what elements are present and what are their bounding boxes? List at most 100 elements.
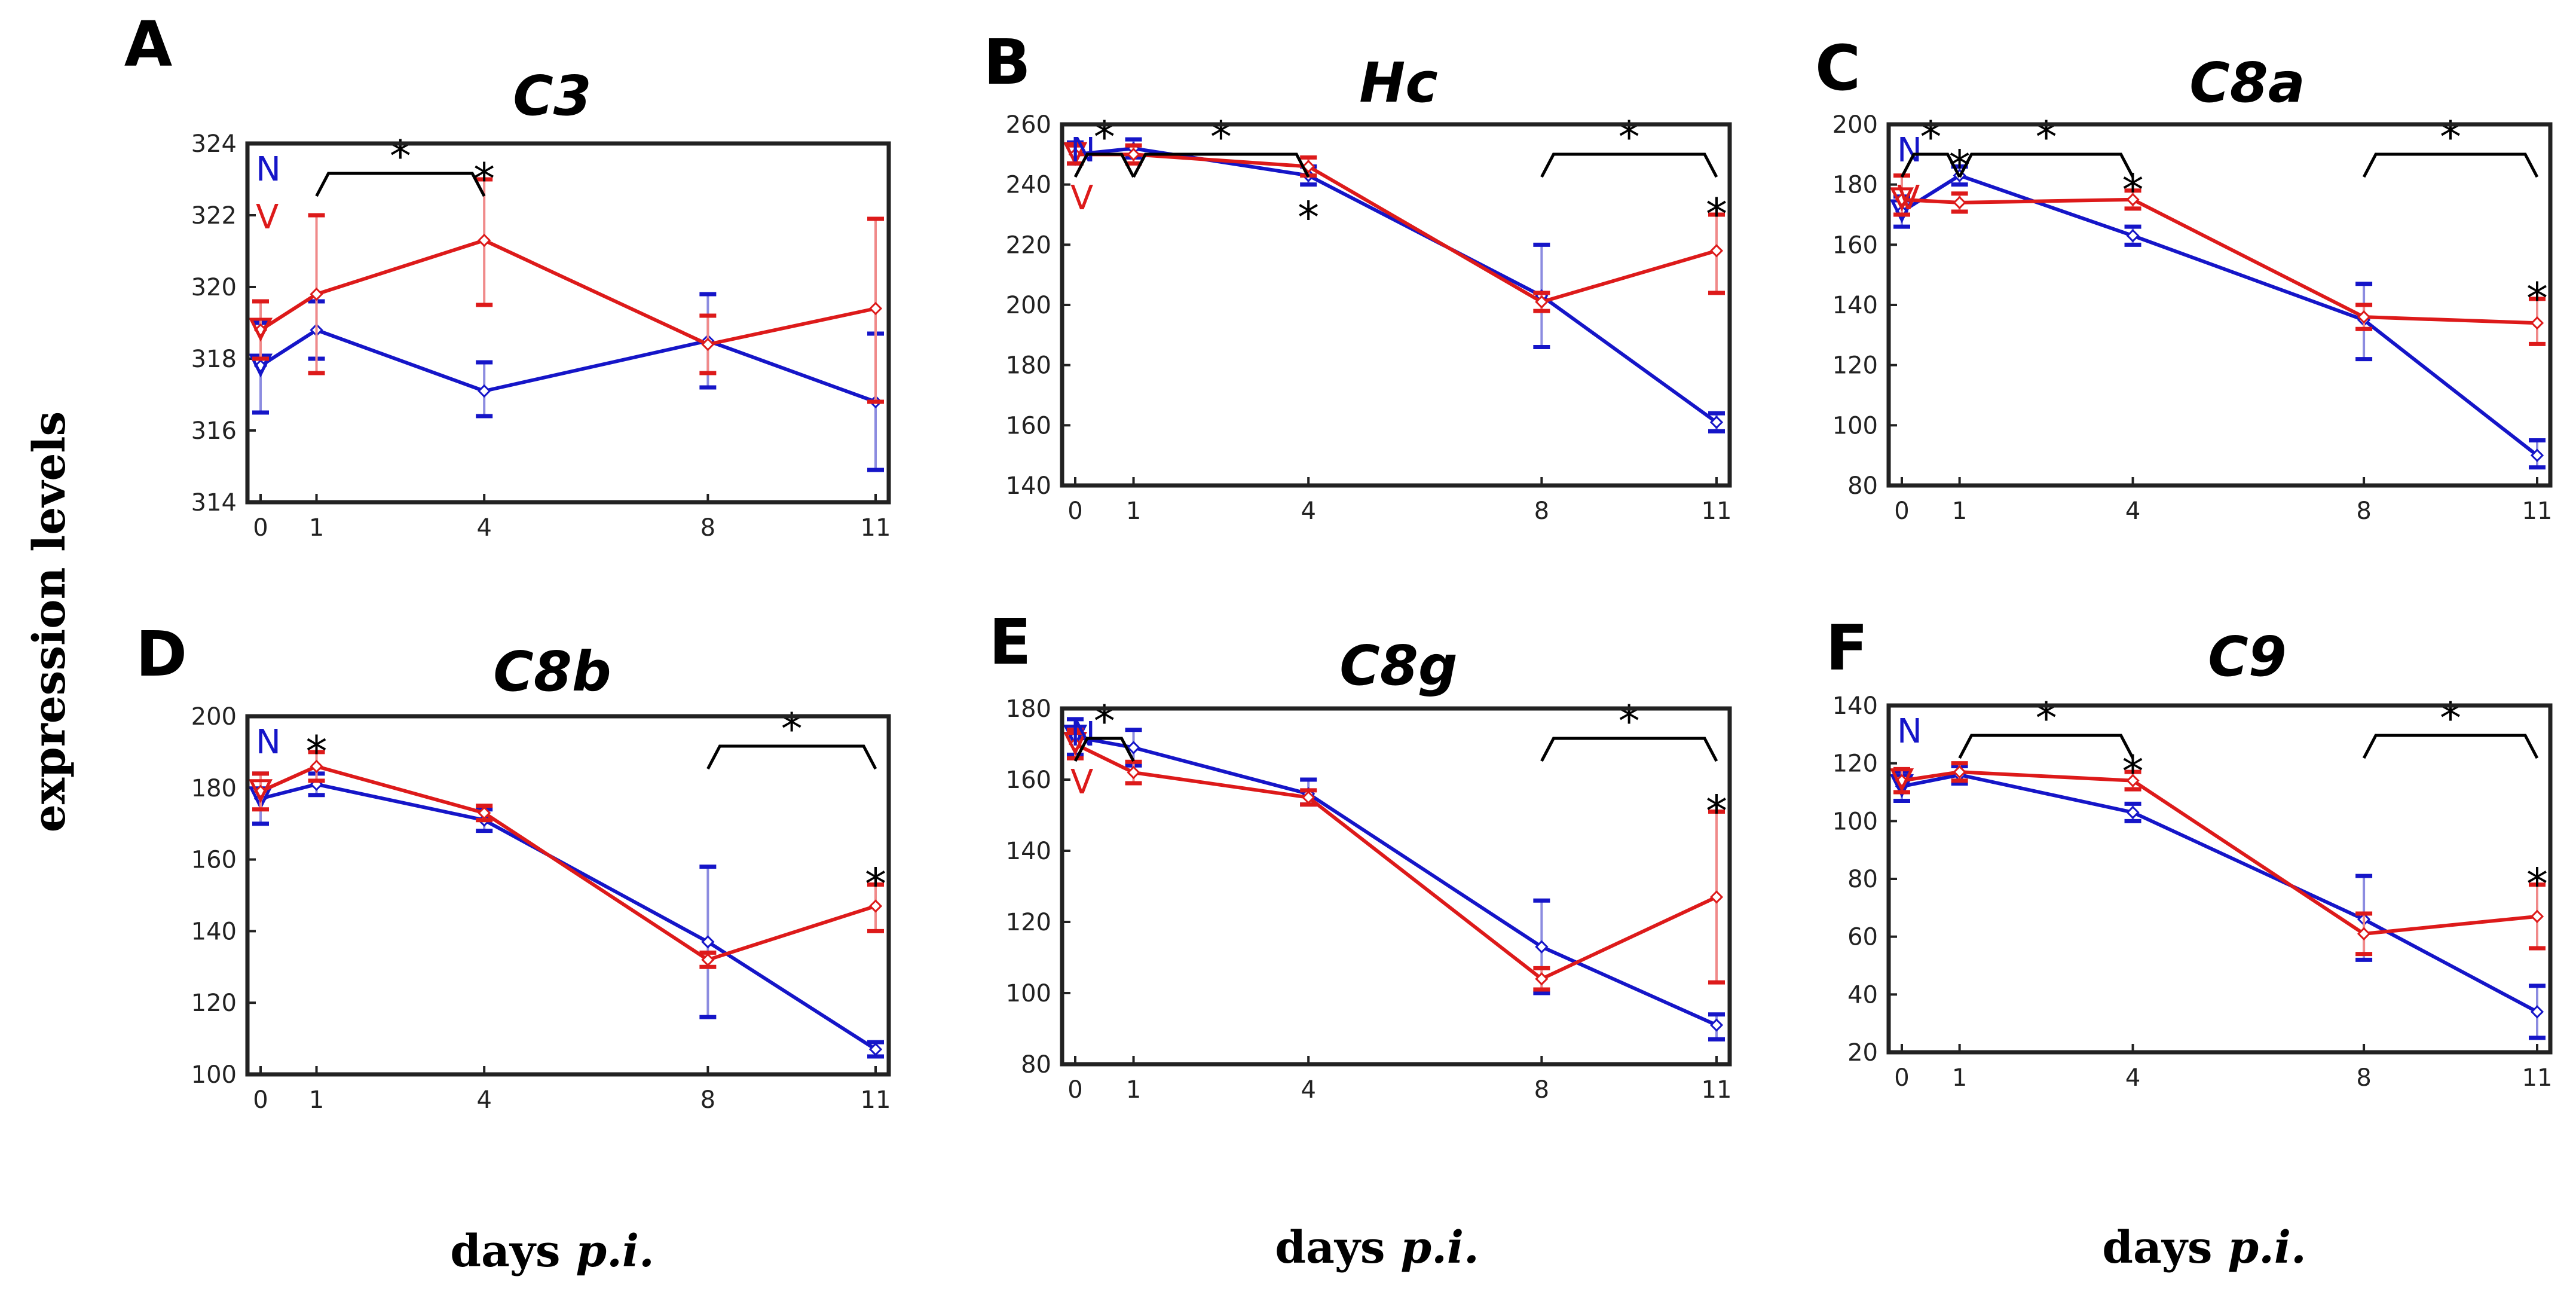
- y-tick-label-c: 180: [1832, 172, 1878, 199]
- legend-label-n-f: N: [1897, 712, 1922, 751]
- x-axis-label-col2-prefix: days: [1275, 1222, 1400, 1273]
- panel-title-e: C8g: [1339, 634, 1457, 698]
- panel-title-c: C8a: [2189, 51, 2305, 115]
- panel-letter-b: B: [983, 26, 1030, 99]
- series-line-n-a: [259, 328, 877, 404]
- significance-bracket-c: [2362, 152, 2539, 178]
- y-tick-label-c: 100: [1832, 412, 1878, 439]
- panel-title-a: C3: [513, 64, 592, 128]
- panel-letter-d: D: [136, 618, 187, 691]
- y-tick-label-f: 60: [1847, 924, 1878, 951]
- series-line-n-f: [1901, 773, 2538, 1013]
- start-marker-v-a: [248, 317, 273, 342]
- y-tick-label-a: 314: [191, 489, 237, 517]
- significance-bracket-a: [315, 172, 486, 197]
- data-point-v-c: [2530, 316, 2544, 330]
- significance-bracket-f: [2362, 734, 2539, 759]
- data-point-n-e: [1127, 741, 1140, 755]
- x-tick-label-d: 0: [253, 1086, 268, 1114]
- legend-label-n-a: N: [256, 150, 281, 189]
- x-tick-label-f: 0: [1894, 1064, 1909, 1092]
- bracket-star-b: *: [1619, 112, 1640, 162]
- panel-letter-e: E: [989, 606, 1031, 679]
- bracket-star-e: *: [1619, 696, 1640, 746]
- x-tick-label-c: 0: [1894, 497, 1909, 525]
- bracket-star-d: *: [781, 704, 803, 754]
- y-tick-label-b: 240: [1006, 172, 1051, 199]
- panel-f: F C9 20 40 60 80 100 120 140 0 1 4 8 11 N * * * *: [1825, 612, 2553, 1092]
- data-point-v-f: [2530, 909, 2544, 923]
- start-marker-n-e: [1063, 725, 1088, 749]
- y-tick-label-b: 200: [1006, 292, 1051, 319]
- x-axis-label-col2-italic: p.i.: [1400, 1222, 1479, 1273]
- y-tick-label-b: 220: [1006, 231, 1051, 259]
- x-tick-label-a: 8: [700, 514, 715, 542]
- y-tick-label-b: 180: [1006, 352, 1051, 380]
- y-tick-label-d: 140: [191, 918, 237, 945]
- x-tick-label-f: 8: [2356, 1064, 2371, 1092]
- x-axis-label-col3: days p.i.: [2102, 1222, 2306, 1273]
- x-tick-label-f: 4: [2125, 1064, 2140, 1092]
- y-tick-label-b: 160: [1006, 412, 1051, 439]
- data-point-n-b: [1709, 416, 1724, 429]
- bracket-star-b: *: [1210, 112, 1232, 162]
- y-tick-label-d: 180: [191, 775, 237, 802]
- x-tick-label-c: 11: [2522, 497, 2553, 525]
- series-line-v-d: [259, 764, 876, 962]
- point-star-f: *: [2526, 859, 2548, 909]
- series-line-v-a: [259, 239, 876, 346]
- series-line-n-c: [1901, 173, 2538, 457]
- plot-frame-b: [1060, 122, 1732, 488]
- bracket-star-b: *: [1094, 112, 1115, 162]
- bracket-star-f: *: [2036, 693, 2057, 743]
- data-point-v-a: [478, 233, 491, 248]
- bracket-star-f: *: [2440, 693, 2461, 743]
- series-line-v-e: [1074, 742, 1718, 981]
- significance-bracket-c: [1900, 152, 1961, 178]
- start-marker-v-e: [1063, 732, 1088, 756]
- data-point-v-a: [310, 287, 323, 301]
- x-tick-label-a: 0: [253, 514, 268, 542]
- point-star-c: *: [1949, 141, 1971, 191]
- bracket-star-c: *: [2440, 112, 2461, 162]
- data-point-v-a: [701, 337, 715, 352]
- point-star-c: *: [2122, 165, 2144, 215]
- y-tick-label-a: 320: [191, 274, 237, 301]
- y-tick-label-e: 120: [1006, 909, 1051, 936]
- plot-frame-a: [245, 141, 891, 505]
- bracket-star-c: *: [2036, 112, 2057, 162]
- x-tick-label-e: 11: [1702, 1076, 1732, 1104]
- y-tick-label-c: 80: [1847, 472, 1878, 500]
- data-point-n-f: [2530, 1005, 2544, 1019]
- x-axis-label-col1-prefix: days: [450, 1226, 576, 1277]
- x-tick-label-e: 0: [1067, 1076, 1082, 1104]
- y-tick-label-c: 120: [1832, 352, 1878, 380]
- start-marker-v-f: [1889, 768, 1914, 793]
- y-tick-label-a: 324: [191, 130, 237, 158]
- data-point-v-d: [868, 899, 883, 913]
- point-star-d: *: [306, 726, 328, 777]
- bracket-star-c: *: [1920, 112, 1941, 162]
- x-tick-label-b: 1: [1126, 497, 1141, 525]
- y-axis-label: expression levels: [24, 411, 75, 832]
- x-axis-label-col3-prefix: days: [2102, 1222, 2228, 1273]
- series-line-n-e: [1075, 735, 1718, 1027]
- plot-frame-f: [1886, 703, 2553, 1055]
- legend-label-v-a: V: [256, 198, 279, 237]
- panel-title-d: C8b: [493, 640, 611, 704]
- legend-label-v-e: V: [1070, 763, 1093, 802]
- panel-letter-c: C: [1815, 32, 1861, 105]
- point-star-d: *: [865, 859, 886, 909]
- x-axis-label-col2: days p.i.: [1275, 1222, 1479, 1273]
- y-tick-label-f: 40: [1847, 981, 1878, 1009]
- y-tick-label-f: 140: [1832, 692, 1878, 720]
- y-tick-label-d: 120: [191, 989, 237, 1017]
- x-tick-label-e: 1: [1126, 1076, 1141, 1104]
- panel-letter-a: A: [124, 8, 173, 81]
- panel-title-f: C9: [2208, 625, 2287, 689]
- data-point-v-b: [1302, 160, 1315, 173]
- x-tick-label-c: 4: [2125, 497, 2140, 525]
- x-tick-label-f: 11: [2522, 1064, 2553, 1092]
- point-star-a: *: [473, 154, 495, 204]
